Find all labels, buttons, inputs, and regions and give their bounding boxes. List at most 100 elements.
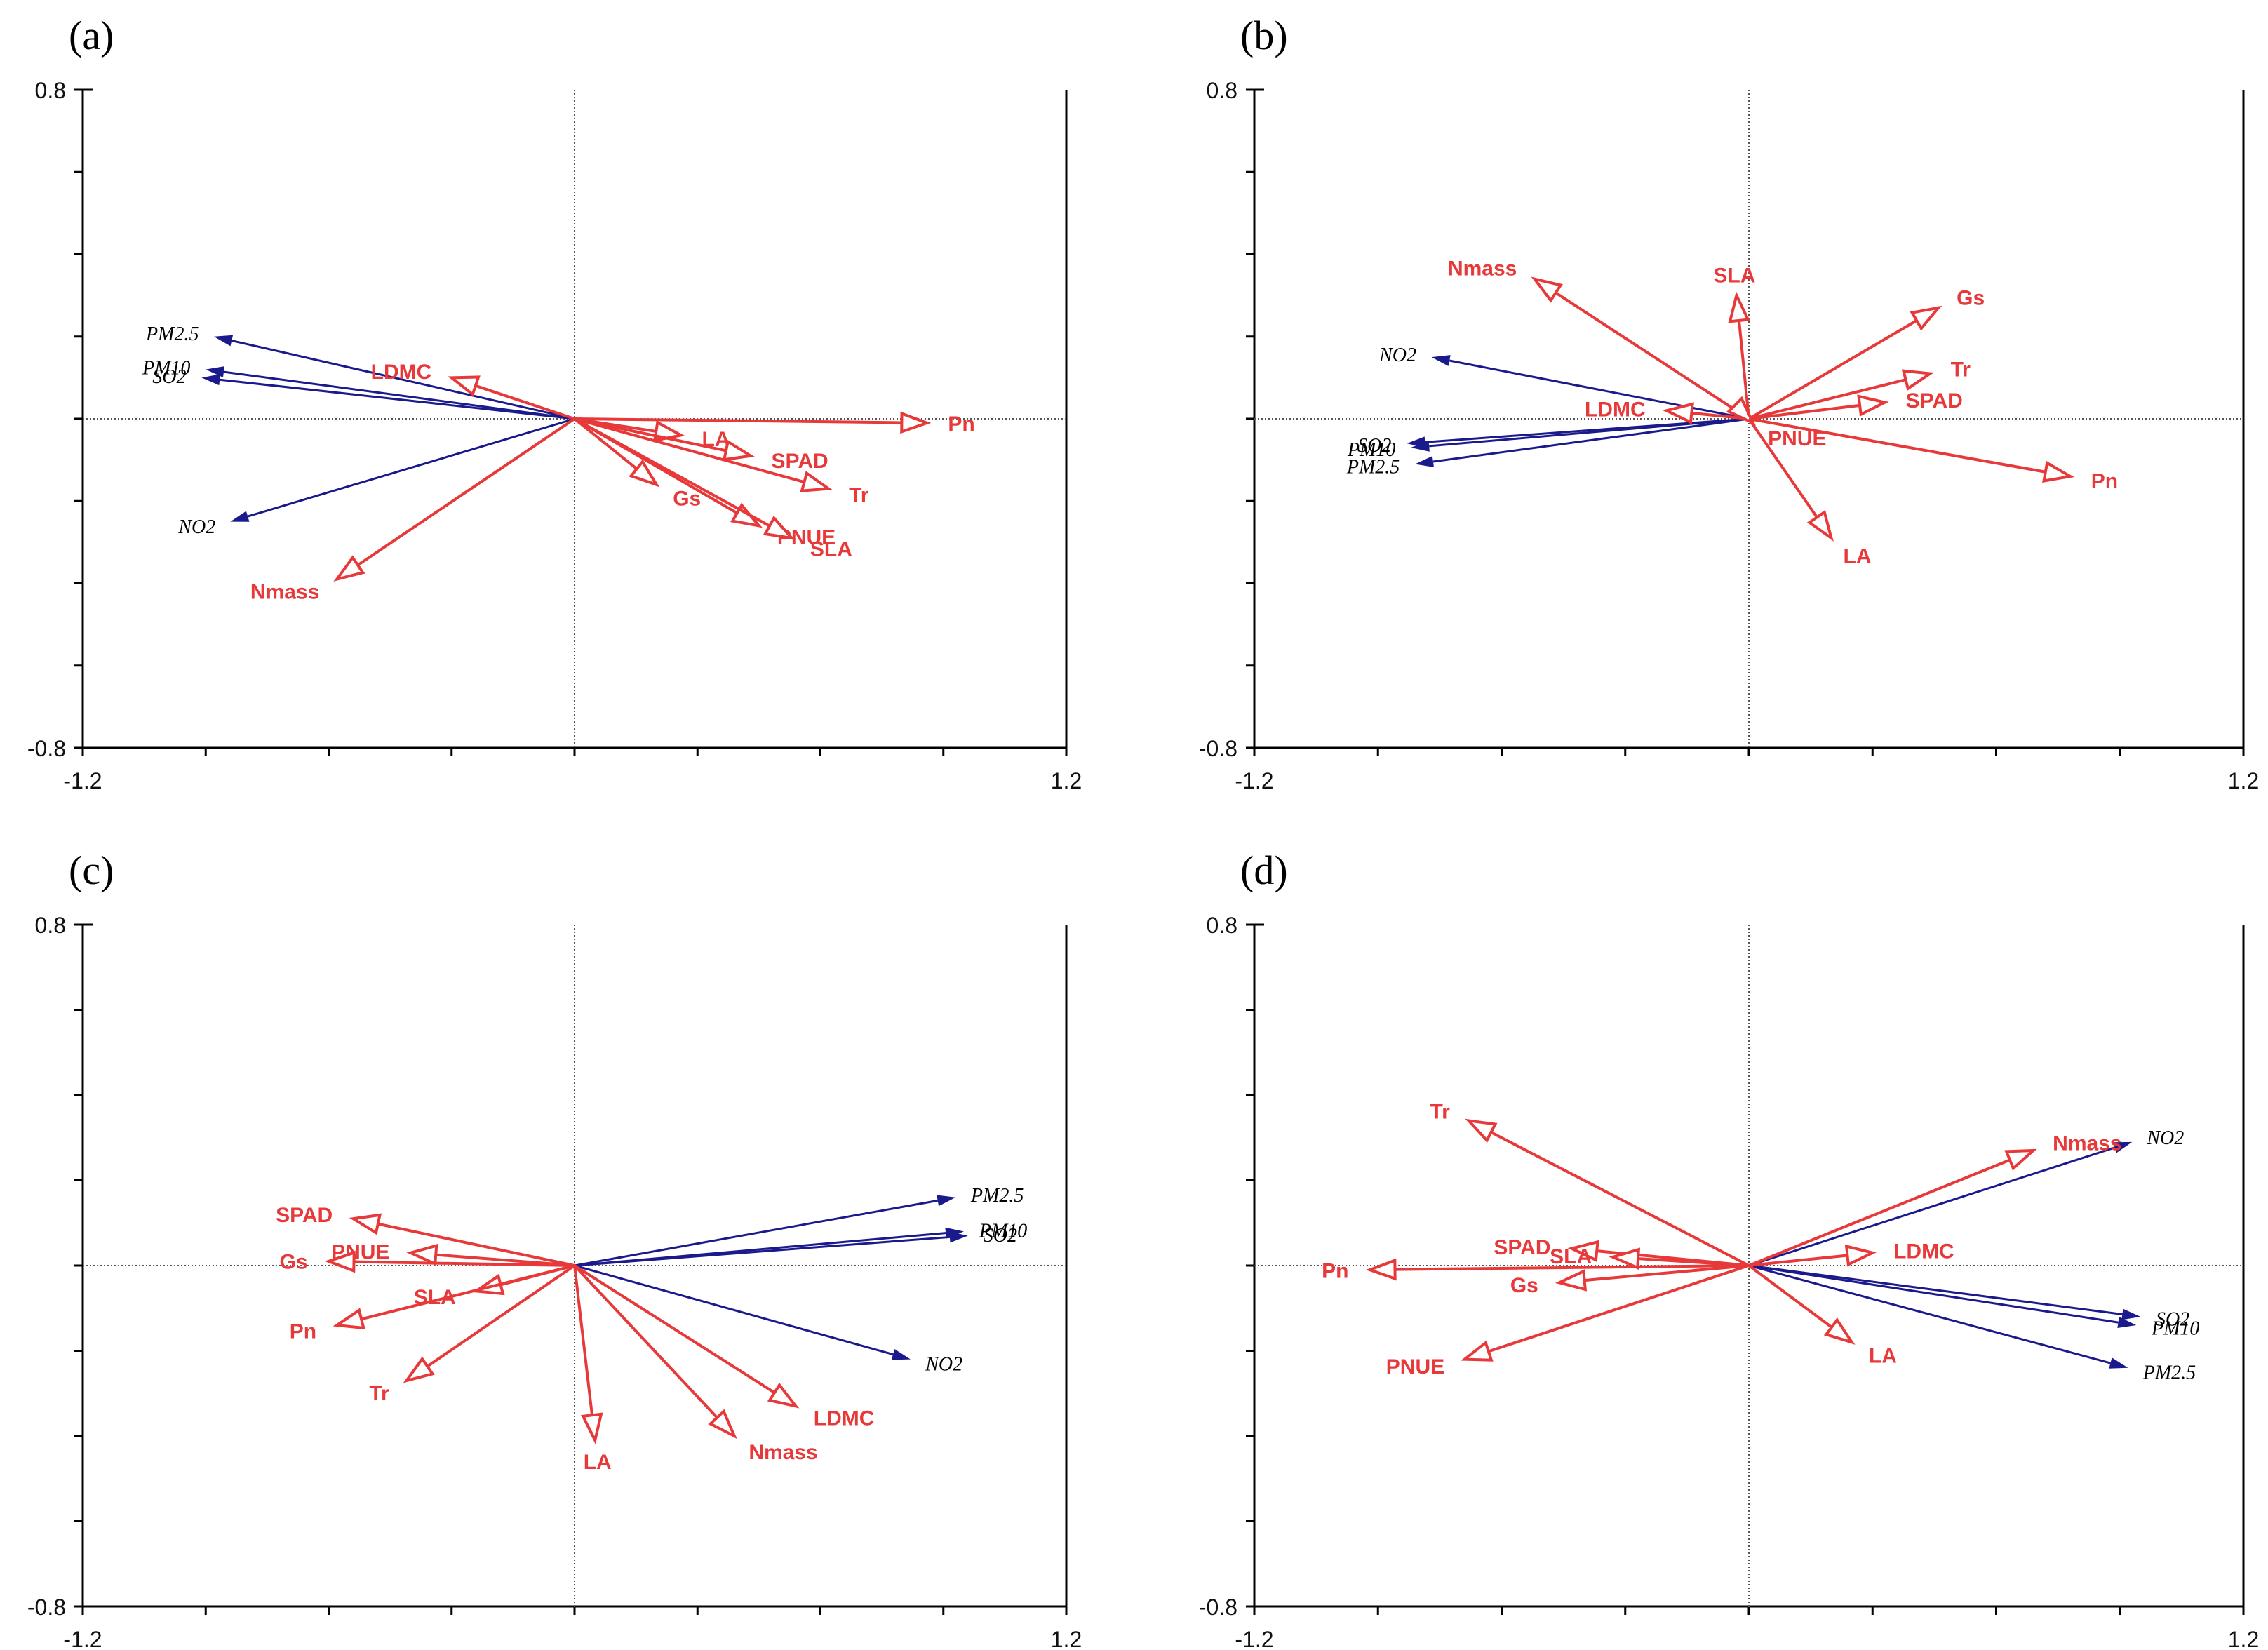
x-tick-label-min: -1.2 (63, 1627, 102, 1650)
trait-vector-label: LDMC (1585, 398, 1646, 421)
trait-vector-label: Nmass (1448, 257, 1517, 280)
env-vector-label: SO2 (1357, 435, 1391, 457)
trait-arrow-shaft (1748, 403, 1860, 420)
env-arrow-head (2117, 1317, 2137, 1328)
env-arrow-shaft (220, 378, 575, 420)
trait-arrow-shaft (377, 1222, 575, 1267)
trait-vector-label: SPAD (276, 1204, 333, 1227)
trait-arrow-head (708, 1409, 737, 1440)
env-arrow-shaft (574, 1199, 938, 1267)
env-vector-label: PM2.5 (145, 323, 199, 345)
trait-arrow-shaft (1555, 291, 1750, 420)
trait-arrow-shaft (1748, 1158, 2011, 1267)
trait-vector-label: LDMC (814, 1407, 875, 1430)
x-tick-label-max: 1.2 (1051, 1627, 1082, 1650)
env-arrow-head (891, 1348, 911, 1360)
trait-arrow-head (324, 1250, 356, 1273)
trait-vector-label: LDMC (371, 361, 432, 384)
env-vector-label: SO2 (152, 366, 186, 388)
x-tick-label-min: -1.2 (63, 768, 102, 793)
env-vector-label: PM10 (2151, 1317, 2199, 1339)
trait-arrow-shaft (1748, 378, 1907, 420)
x-tick-label-max: 1.2 (1051, 768, 1082, 793)
y-tick-label-min: -0.8 (27, 736, 66, 761)
trait-arrow-shaft (1747, 319, 1918, 420)
trait-arrow-head (1567, 1240, 1599, 1263)
env-vector-label: NO2 (925, 1354, 962, 1376)
trait-vector-label: Nmass (250, 580, 319, 603)
trait-vector-label: Gs (1957, 287, 1985, 310)
trait-arrow-head (763, 515, 796, 540)
y-tick-label-min: -0.8 (1199, 1595, 1237, 1620)
trait-vector-label: Nmass (749, 1441, 817, 1464)
env-arrow-shaft (1449, 359, 1750, 420)
panel-label: (d) (1240, 847, 1288, 893)
env-vector-label: SO2 (2156, 1309, 2189, 1331)
trait-arrow-shaft (1737, 320, 1750, 420)
trait-vector-label: SPAD (1494, 1236, 1550, 1259)
env-arrow-shaft (1748, 1264, 2111, 1364)
trait-vector-label: Pn (2091, 469, 2118, 492)
panel-label: (a) (69, 13, 114, 58)
trait-vector-label: SPAD (1906, 389, 1963, 412)
trait-vector-label: Gs (279, 1250, 307, 1273)
trait-arrow-head (722, 439, 755, 462)
trait-arrow-shaft (573, 1264, 718, 1419)
trait-arrow-head (1461, 1340, 1494, 1362)
trait-vector-label: Pn (290, 1320, 316, 1343)
trait-arrow-head (1555, 1269, 1588, 1292)
env-vector-label: PM2.5 (2142, 1362, 2196, 1384)
trait-arrow-shaft (361, 1264, 575, 1321)
trait-arrow-shaft (573, 1264, 776, 1394)
env-vector-label: NO2 (2146, 1127, 2184, 1149)
trait-arrow-head (1365, 1258, 1397, 1281)
trait-arrow-head (1465, 1118, 1498, 1143)
trait-arrow-head (1910, 305, 1942, 331)
panel-label: (b) (1240, 13, 1288, 58)
env-arrow-head (2121, 1308, 2141, 1320)
trait-arrow-head (2042, 460, 2075, 483)
trait-vector-label: LA (584, 1451, 612, 1474)
trait-arrow-shaft (1584, 1264, 1750, 1282)
trait-arrow-head (349, 1213, 382, 1235)
x-tick-label-min: -1.2 (1235, 1627, 1273, 1650)
env-arrow-shaft (1748, 1264, 2119, 1324)
env-vector-label: PM10 (979, 1220, 1027, 1242)
trait-vector-label: Tr (1430, 1101, 1450, 1124)
trait-arrow-head (1844, 1244, 1877, 1267)
trait-vector-label: SPAD (772, 450, 828, 473)
env-arrow-shaft (574, 1235, 950, 1267)
env-arrow-head (201, 374, 221, 386)
y-tick-label-max: 0.8 (35, 78, 66, 103)
trait-arrow-head (333, 1308, 365, 1330)
env-vector-label: PM2.5 (970, 1185, 1024, 1207)
trait-vector-label: Gs (1510, 1274, 1538, 1297)
trait-arrow-shaft (1395, 1264, 1750, 1271)
env-arrow-head (230, 511, 250, 522)
trait-vector-label: Nmass (2053, 1132, 2121, 1155)
trait-arrow-head (1806, 509, 1834, 542)
trait-arrow-head (1609, 1247, 1641, 1270)
trait-arrow-head (767, 1382, 800, 1409)
y-tick-label-max: 0.8 (1207, 913, 1237, 938)
y-tick-label-min: -0.8 (1199, 736, 1237, 761)
env-arrow-head (1415, 456, 1434, 467)
env-arrow-head (1411, 440, 1430, 452)
env-arrow-shaft (231, 340, 575, 420)
trait-arrow-head (448, 375, 481, 397)
trait-vector-label: Pn (948, 412, 974, 436)
env-vector-label: PM2.5 (1346, 456, 1400, 478)
trait-arrow-head (629, 459, 660, 488)
trait-vector-label: Pn (1322, 1259, 1348, 1282)
trait-vector-label: LA (1844, 545, 1872, 568)
env-vector-label: PM10 (1347, 439, 1395, 461)
trait-vector-label: SLA (810, 537, 852, 561)
env-arrow-shaft (223, 370, 575, 420)
trait-vector-label: Tr (1951, 358, 1971, 381)
env-arrow-shaft (1429, 417, 1750, 448)
env-vector-label: NO2 (1378, 344, 1416, 366)
x-tick-label-min: -1.2 (1235, 768, 1273, 793)
x-tick-label-max: 1.2 (2228, 768, 2259, 793)
